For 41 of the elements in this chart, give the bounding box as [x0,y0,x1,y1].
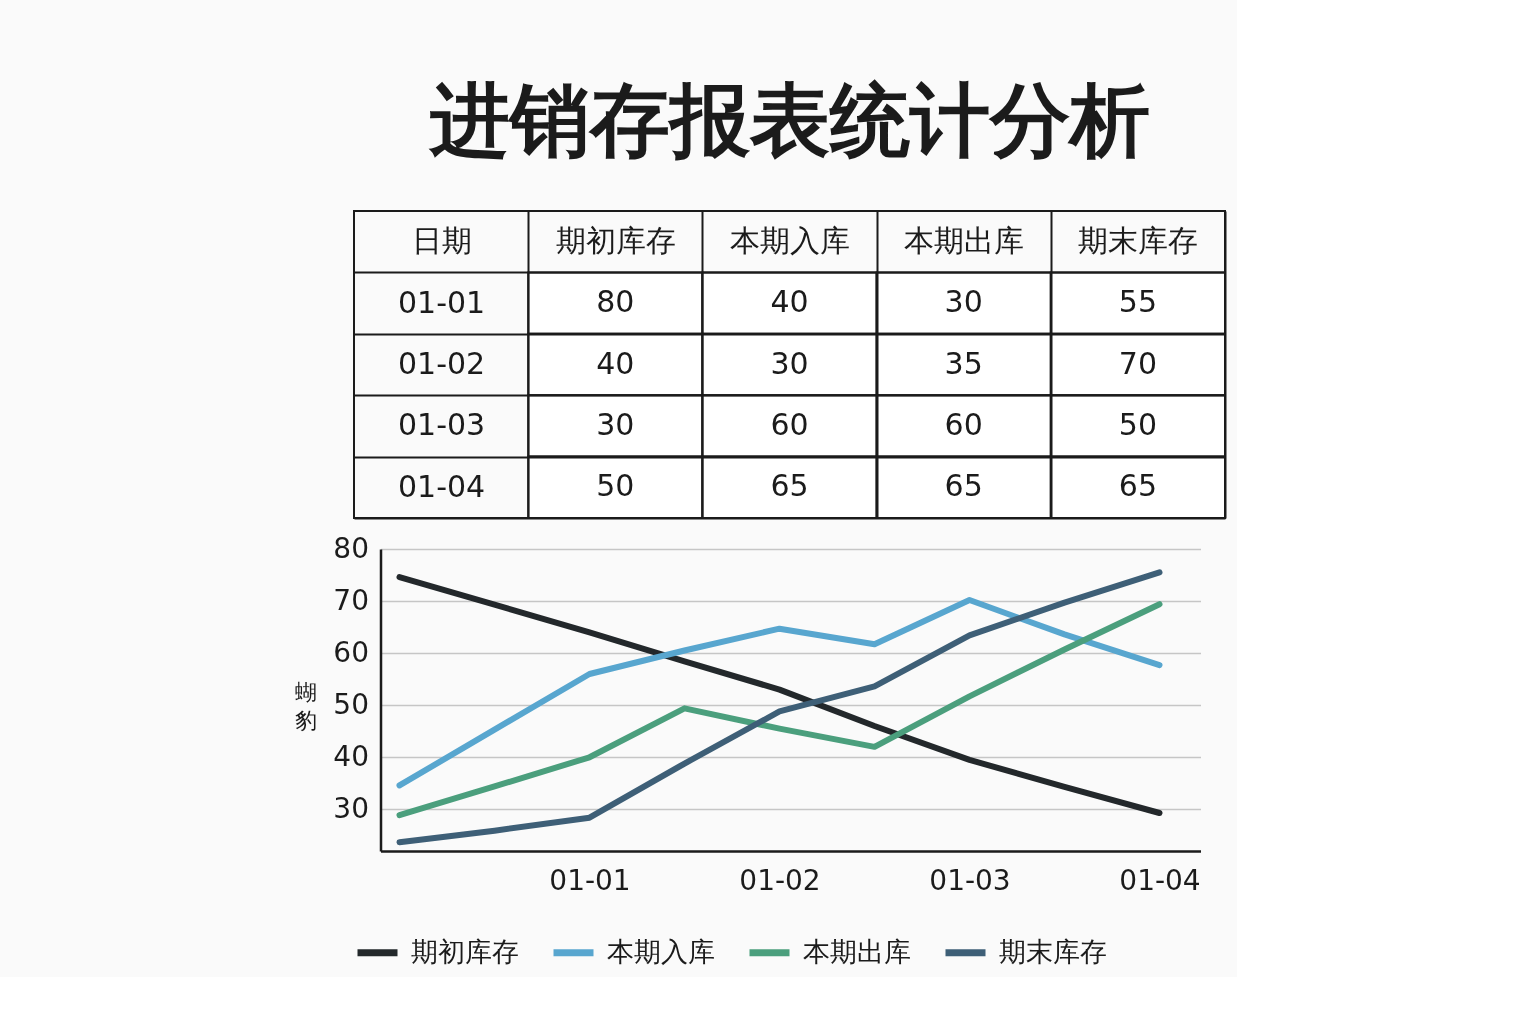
x-tick-label: 本期入库 [730,223,850,259]
x-tick-label: 01-03 [929,863,1011,897]
data-label: 40 [770,284,809,320]
legend-label: 本期出库 [803,935,911,967]
legend-label: 期初库存 [411,935,519,967]
x-tick-label: 期初库存 [555,223,676,259]
y-axis-title: 蝴豹 [295,679,317,733]
legend-label: 期末库存 [999,935,1107,967]
y-tick-label: 70 [333,583,369,617]
y-tick-label: 01-02 [398,346,486,381]
data-label: 50 [1118,406,1157,442]
data-label: 30 [596,406,635,442]
y-tick-label: 01-04 [398,468,486,504]
data-label: 40 [596,345,635,381]
data-label: 60 [944,406,983,442]
y-tick-label: 80 [333,531,369,565]
y-tick-label: 01-01 [398,284,486,320]
data-label: 35 [944,345,983,381]
data-label: 65 [1118,468,1157,504]
x-tick-label: 01-02 [739,863,821,897]
data-label: 70 [1118,345,1157,381]
chart-title: 进销存报表统计分析 [427,74,1150,167]
x-tick-label: 01-04 [1119,863,1201,897]
data-label: 50 [596,468,635,504]
x-tick-label: 本期出库 [904,223,1025,259]
data-label: 30 [770,345,809,381]
x-tick-label: 期末库存 [1078,223,1199,259]
y-tick-label: 50 [333,687,369,721]
data-label: 65 [944,468,983,504]
data-label: 80 [596,284,635,320]
data-label: 60 [770,406,809,442]
data-label: 55 [1118,284,1157,320]
y-tick-label: 40 [333,739,369,773]
data-label: 65 [770,468,809,504]
x-tick-label: 01-01 [549,863,631,897]
y-axis-title: 日期 [411,223,472,259]
y-tick-label: 30 [333,791,369,825]
legend-label: 本期入库 [607,935,715,967]
y-tick-label: 01-03 [398,407,486,443]
data-label: 30 [944,284,983,320]
y-tick-label: 60 [333,635,369,669]
